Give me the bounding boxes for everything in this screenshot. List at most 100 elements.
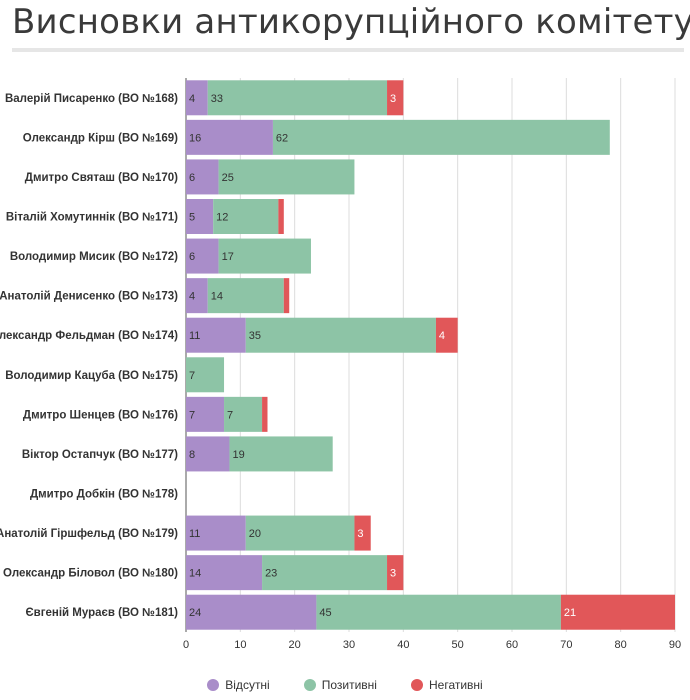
x-tick-label: 0 [183,639,189,651]
x-tick-label: 50 [452,639,464,651]
bar-segment [435,317,458,353]
data-label: 25 [222,172,234,184]
stacked-bar-chart: 0 10 20 30 40 50 60 70 80 90 Валерій Писаренко (ВО… [0,78,681,651]
data-label: 3 [390,568,396,580]
data-label: 35 [249,330,261,342]
bar-segment [186,396,225,432]
category-label: Віталій Хомутиннік (ВО №171) [6,212,178,224]
bar-segment [186,238,219,274]
legend-label: Негативні [428,678,483,692]
x-tick-label: 20 [289,639,301,651]
bar-segment [186,278,208,314]
bar-segment [354,515,371,551]
x-tick-label: 80 [615,639,627,651]
data-label: 12 [216,212,228,224]
data-label: 6 [189,172,195,184]
bar-segment [218,238,311,274]
data-label: 8 [189,449,195,461]
data-label: 7 [189,409,195,421]
bar-segment [186,594,317,630]
bar-segment [186,159,219,195]
bar-segment [186,555,263,591]
bar-segment [186,80,208,116]
bar-segment [186,119,273,155]
data-label: 23 [265,568,277,580]
bar-segment [186,436,230,472]
data-label: 4 [189,93,195,105]
data-label: 4 [189,291,195,303]
category-label: Дмитро Добкін (ВО №178) [30,489,178,501]
chart-legend: Відсутні Позитивні Негативні [0,678,690,692]
category-label: Євгеній Мураєв (ВО №181) [25,607,178,619]
data-label: 62 [276,132,288,144]
data-label: 33 [211,93,223,105]
x-tick-label: 60 [506,639,518,651]
bar-segment [229,436,333,472]
category-label: Анатолій Гіршфельд (ВО №179) [0,528,178,540]
data-label: 17 [222,251,234,263]
bar-segment [218,159,355,195]
category-label: Валерій Писаренко (ВО №168) [5,93,178,105]
x-tick-label: 70 [560,639,572,651]
category-label: Олександр Фельдман (ВО №174) [0,330,178,342]
x-tick-label: 90 [669,639,681,651]
legend-label: Позитивні [321,678,377,692]
category-label: Дмитро Шенцев (ВО №176) [23,409,178,421]
x-tick-label: 30 [343,639,355,651]
category-label: Дмитро Святаш (ВО №170) [25,172,178,184]
legend-item[interactable]: Позитивні [303,678,377,692]
bar-segment [283,278,290,314]
data-label: 4 [439,330,445,342]
x-tick-label: 10 [234,639,246,651]
legend-item[interactable]: Негативні [410,678,483,692]
bar-segment [316,594,561,630]
legend-swatch [303,679,316,691]
category-label: Олександр Біловол (ВО №180) [3,568,178,580]
bar-segment [186,199,214,234]
bar-segment [387,80,404,116]
data-label: 6 [189,251,195,263]
title-underline [12,48,684,52]
category-label: Володимир Мисик (ВО №172) [10,251,178,263]
bar-segment [387,555,404,591]
x-tick-label: 40 [397,639,409,651]
chart-title: Висновки антикорупційного комітету [12,2,690,42]
category-label: Віктор Остапчук (ВО №177) [22,449,178,461]
bar-segment [207,80,388,116]
data-label: 21 [564,607,576,619]
data-label: 5 [189,212,195,224]
category-label: Анатолій Денисенко (ВО №173) [0,291,178,303]
category-label: Олександр Кірш (ВО №169) [23,132,178,144]
bar-segment [262,555,388,591]
data-label: 7 [189,370,195,382]
bar-segment [224,396,263,432]
bar-segment [262,396,268,432]
bar-segment [272,119,610,155]
legend-item[interactable]: Відсутні [207,678,270,692]
bar-segment [213,199,279,234]
category-label: Володимир Кацуба (ВО №175) [5,370,178,382]
data-label: 14 [211,291,223,303]
legend-swatch [410,679,423,691]
bar-segment [207,278,284,314]
data-label: 20 [249,528,261,540]
bar-segment [186,515,246,551]
data-label: 19 [232,449,244,461]
bar-segment [186,317,246,353]
bar-segment [186,357,225,393]
data-label: 3 [357,528,363,540]
data-label: 11 [189,330,200,342]
data-label: 3 [390,93,396,105]
data-label: 11 [189,528,200,540]
legend-swatch [207,679,220,691]
bar-segment [278,199,284,234]
legend-label: Відсутні [225,678,270,692]
bar-segment [245,317,436,353]
data-label: 45 [319,607,331,619]
data-label: 7 [227,409,233,421]
data-label: 24 [189,607,201,619]
data-label: 16 [189,132,201,144]
data-label: 14 [189,568,201,580]
bar-segment [245,515,355,551]
bar-segment [560,594,675,630]
